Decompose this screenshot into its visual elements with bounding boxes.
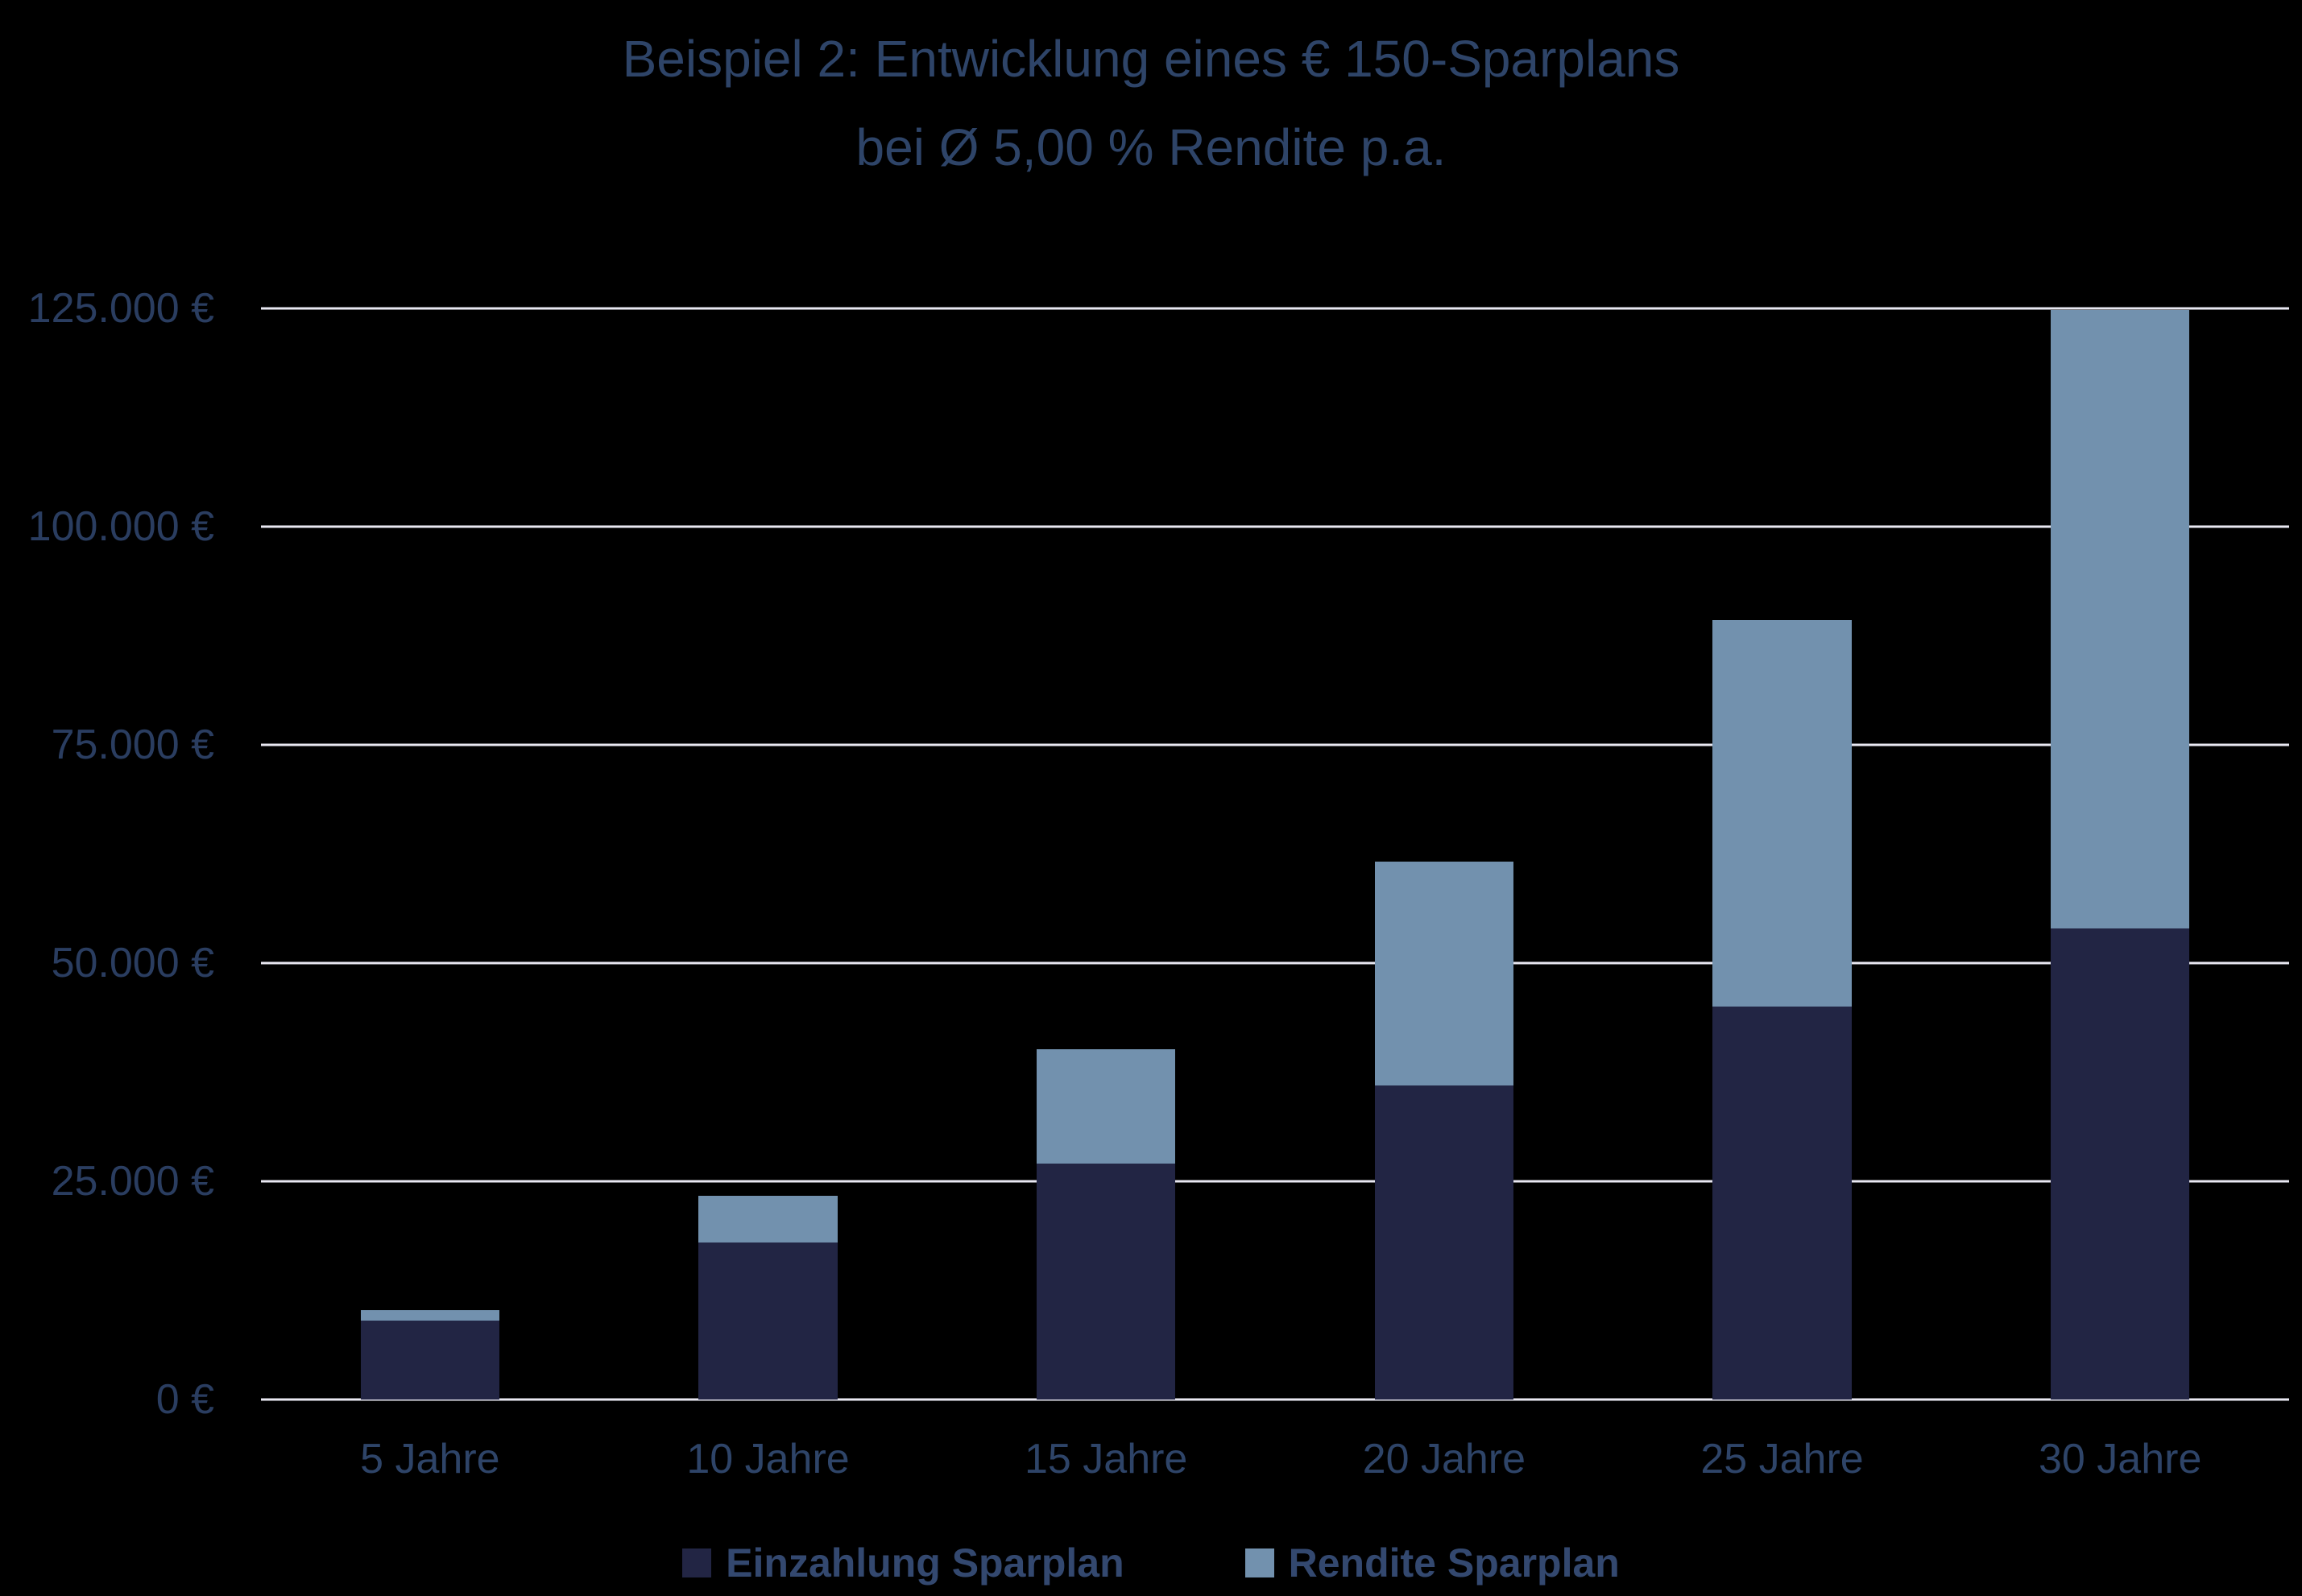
plot-area xyxy=(261,307,2289,1401)
gridline xyxy=(261,1398,2289,1401)
bar-stack xyxy=(698,308,838,1400)
bar-slot xyxy=(937,308,1275,1400)
bar-slot xyxy=(1613,308,1952,1400)
x-tick-label: 10 Jahre xyxy=(686,1436,850,1482)
gridline xyxy=(261,1180,2289,1183)
y-tick-label: 25.000 € xyxy=(51,1158,214,1205)
x-tick-label: 30 Jahre xyxy=(2039,1436,2202,1482)
bar-stack xyxy=(1037,308,1176,1400)
bars xyxy=(261,308,2289,1400)
legend: Einzahlung Sparplan Rendite Sparplan xyxy=(0,1540,2302,1586)
x-tick-label: 25 Jahre xyxy=(1700,1436,1864,1482)
legend-item: Einzahlung Sparplan xyxy=(682,1540,1124,1586)
chart-title: Beispiel 2: Entwicklung eines € 150-Spar… xyxy=(0,14,2302,192)
bar-segment xyxy=(1374,861,1513,1085)
bar-segment xyxy=(360,1310,499,1321)
gridlines xyxy=(261,307,2289,1401)
legend-label: Rendite Sparplan xyxy=(1288,1540,1620,1586)
y-tick-label: 100.000 € xyxy=(27,503,214,550)
y-tick-label: 125.000 € xyxy=(27,285,214,332)
x-tick-label: 20 Jahre xyxy=(1362,1436,1526,1482)
bar-slot xyxy=(1275,308,1613,1400)
bar-segment xyxy=(1037,1049,1176,1164)
bar-segment xyxy=(1037,1164,1176,1400)
legend-label: Einzahlung Sparplan xyxy=(726,1540,1124,1586)
bar-slot xyxy=(599,308,938,1400)
gridline xyxy=(261,307,2289,310)
bar-slot xyxy=(1951,308,2289,1400)
bar-segment xyxy=(1712,1007,1852,1400)
x-axis-labels: 5 Jahre 10 Jahre 15 Jahre 20 Jahre 25 Jahre 3… xyxy=(261,1435,2289,1483)
x-tick-label: 15 Jahre xyxy=(1024,1436,1188,1482)
chart-title-line2: bei Ø 5,00 % Rendite p.a. xyxy=(855,118,1447,176)
bar-segment xyxy=(1374,1085,1513,1400)
bar-segment xyxy=(2051,309,2190,928)
gridline xyxy=(261,961,2289,965)
bar-segment xyxy=(698,1196,838,1242)
y-axis: 0 € 25.000 € 50.000 € 75.000 € 100.000 € 125.… xyxy=(0,285,235,1423)
legend-item: Rendite Sparplan xyxy=(1244,1540,1620,1586)
bar-segment xyxy=(2051,928,2190,1400)
bar-slot xyxy=(261,308,599,1400)
legend-swatch xyxy=(682,1548,712,1577)
gridline xyxy=(261,743,2289,746)
y-tick-label: 50.000 € xyxy=(51,940,214,986)
bar-stack xyxy=(360,308,499,1400)
x-tick-label: 5 Jahre xyxy=(360,1436,500,1482)
bar-segment xyxy=(1712,620,1852,1007)
bar-segment xyxy=(360,1321,499,1400)
y-tick-label: 0 € xyxy=(155,1376,214,1423)
bar-segment xyxy=(698,1242,838,1400)
bar-stack xyxy=(1712,308,1852,1400)
bar-stack xyxy=(1374,308,1513,1400)
bar-stack xyxy=(2051,308,2190,1400)
legend-swatch xyxy=(1244,1548,1274,1577)
gridline xyxy=(261,525,2289,528)
y-tick-label: 75.000 € xyxy=(51,722,214,768)
chart-title-line1: Beispiel 2: Entwicklung eines € 150-Spar… xyxy=(622,30,1680,88)
